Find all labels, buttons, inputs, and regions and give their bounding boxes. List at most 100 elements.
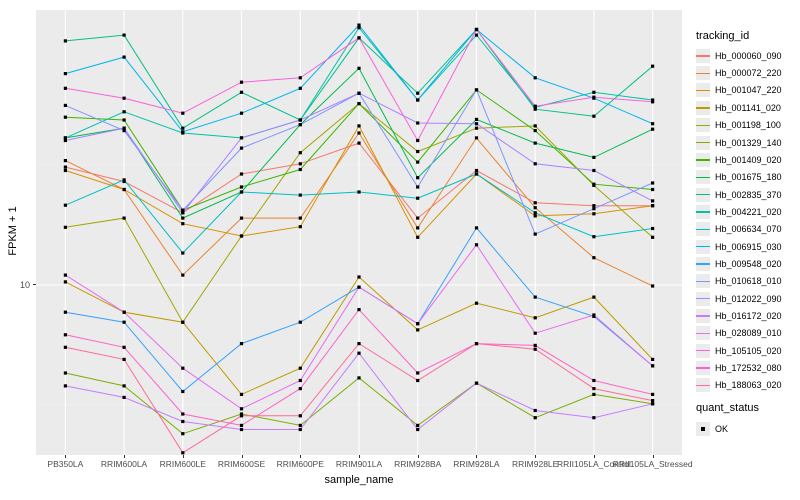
data-point [239,146,244,150]
data-point [181,130,185,134]
data-point [474,226,479,230]
data-point [357,26,361,30]
legend-key [696,343,710,358]
data-point [63,273,67,277]
y-axis-tick-mark [33,284,36,285]
legend-key [696,326,710,341]
legend-item-Hb_001198_100: Hb_001198_100 [696,116,781,133]
line-swatch-icon [696,367,710,369]
data-point [122,395,126,399]
legend-key [696,361,710,376]
legend-label: Hb_009548_020 [715,258,782,269]
data-point [592,155,596,159]
data-point [592,392,596,396]
data-point [651,199,655,203]
data-point [181,273,185,277]
data-point [239,185,244,189]
data-point [592,182,596,186]
data-point [474,117,479,121]
legend-key [696,83,710,98]
data-point [592,235,596,239]
data-point [533,124,537,128]
data-point [239,216,244,220]
line-swatch-icon [696,89,710,92]
legend-item-Hb_001409_020: Hb_001409_020 [696,151,782,167]
x-axis-tick-label: RRIM600LA [100,459,148,469]
data-point [357,102,361,106]
data-point [298,123,302,127]
legend-label: Hb_001409_020 [715,154,782,165]
data-point [533,201,537,205]
data-point [357,124,361,128]
data-point [474,27,479,32]
data-point [122,320,126,324]
data-point [592,207,596,211]
data-point [181,432,185,436]
data-point [357,285,361,289]
x-axis-tick-mark [476,455,478,458]
legend-key [696,204,710,219]
data-point [298,423,302,427]
data-point [651,392,655,396]
data-point [533,232,537,236]
legend-key [696,256,710,271]
data-point [533,141,537,145]
data-point [357,342,361,346]
data-point [416,149,420,154]
line-swatch-icon [696,141,710,144]
data-point [357,190,361,194]
data-point [298,118,302,122]
data-point [181,126,185,130]
data-point [592,295,596,299]
data-point [63,345,67,349]
data-point [122,126,126,130]
data-point [298,193,302,197]
data-point [416,91,420,95]
data-point [122,345,126,349]
data-point [474,243,479,247]
data-point [533,107,537,111]
data-point [181,389,185,394]
data-point [416,176,420,180]
data-point [357,36,361,40]
data-point [239,111,244,115]
data-point [63,203,67,207]
data-point [63,168,67,173]
data-point [63,310,67,314]
data-point [63,72,67,76]
data-point [592,378,596,383]
data-point [651,100,655,104]
data-point [239,392,244,396]
data-point [533,214,537,218]
data-point [63,384,67,388]
data-point [416,138,420,143]
legend-item-Hb_009548_020: Hb_009548_020 [696,255,782,271]
line-swatch-icon [696,263,710,265]
data-point [357,131,361,135]
legend-item-Hb_105105_020: Hb_105105_020 [696,342,782,358]
x-axis-tick-label: RRIM928LA [453,459,500,469]
data-point [533,211,537,215]
data-point [416,378,420,383]
data-point [357,66,361,70]
data-point [416,98,420,102]
data-point [651,64,655,68]
data-point [651,357,655,361]
legend-item-Hb_001329_140: Hb_001329_140 [696,134,782,150]
legend-label: Hb_002835_370 [715,189,782,200]
data-point [181,208,185,212]
legend-label: Hb_006634_070 [715,224,782,235]
data-point [416,427,420,432]
data-point [592,416,596,420]
data-point [416,322,420,326]
data-point [239,80,244,84]
x-axis-tick-mark [417,455,419,458]
x-axis-tick-mark [300,455,302,458]
legend: tracking_id Hb_000060_090 Hb_000072_220 Hb… [688,0,800,500]
data-point [651,399,655,403]
data-point [651,98,655,102]
data-point [181,211,185,215]
legend-item-Hb_001141_020: Hb_001141_020 [696,99,781,115]
data-point [122,310,126,314]
x-axis-tick-label: RRII105LA_Control [557,459,631,469]
